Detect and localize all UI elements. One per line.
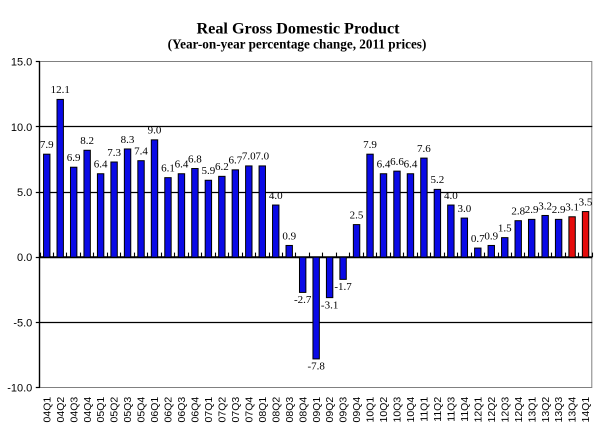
svg-text:06Q3: 06Q3 (176, 397, 188, 423)
svg-text:-1.7: -1.7 (334, 281, 352, 293)
svg-text:-3.1: -3.1 (321, 299, 338, 311)
svg-text:14Q1: 14Q1 (580, 397, 592, 423)
svg-text:0.9: 0.9 (282, 230, 296, 242)
svg-text:10Q3: 10Q3 (392, 397, 404, 423)
svg-text:3.0: 3.0 (457, 203, 471, 215)
svg-text:-5.0: -5.0 (13, 317, 32, 329)
svg-text:04Q4: 04Q4 (82, 397, 94, 423)
svg-text:4.0: 4.0 (269, 190, 283, 202)
svg-text:3.2: 3.2 (538, 200, 552, 212)
svg-text:6.2: 6.2 (215, 161, 229, 173)
svg-text:06Q2: 06Q2 (163, 397, 175, 423)
svg-text:12Q1: 12Q1 (472, 397, 484, 423)
svg-text:05Q2: 05Q2 (109, 397, 121, 423)
svg-text:08Q4: 08Q4 (297, 397, 309, 423)
svg-text:09Q2: 09Q2 (324, 397, 336, 423)
svg-text:05Q1: 05Q1 (95, 397, 107, 423)
svg-text:7.4: 7.4 (134, 146, 148, 158)
svg-text:11Q3: 11Q3 (445, 397, 457, 422)
svg-text:04Q3: 04Q3 (68, 397, 80, 423)
svg-text:6.4: 6.4 (94, 159, 108, 171)
svg-text:09Q1: 09Q1 (311, 397, 323, 423)
svg-text:2.9: 2.9 (552, 204, 566, 216)
svg-text:7.0: 7.0 (255, 151, 269, 163)
svg-text:-2.7: -2.7 (294, 294, 312, 306)
svg-text:12Q2: 12Q2 (486, 397, 498, 423)
svg-text:12Q4: 12Q4 (513, 397, 525, 423)
svg-text:11Q2: 11Q2 (432, 397, 444, 422)
svg-text:08Q1: 08Q1 (257, 397, 269, 423)
svg-text:7.3: 7.3 (107, 147, 121, 159)
svg-text:2.5: 2.5 (350, 209, 364, 221)
svg-text:(Year-on-year percentage chang: (Year-on-year percentage change, 2011 pr… (168, 37, 427, 52)
svg-text:05Q4: 05Q4 (136, 397, 148, 423)
svg-text:5.2: 5.2 (431, 174, 445, 186)
svg-text:6.4: 6.4 (377, 159, 391, 171)
svg-text:08Q2: 08Q2 (270, 397, 282, 423)
svg-text:5.0: 5.0 (17, 187, 32, 199)
svg-text:6.1: 6.1 (161, 162, 175, 174)
svg-text:10Q4: 10Q4 (405, 397, 417, 423)
svg-text:13Q4: 13Q4 (567, 397, 579, 423)
svg-text:07Q2: 07Q2 (216, 397, 228, 423)
svg-text:8.2: 8.2 (80, 135, 94, 147)
svg-text:7.6: 7.6 (417, 143, 431, 155)
svg-text:09Q4: 09Q4 (351, 397, 363, 423)
svg-text:0.7: 0.7 (471, 233, 485, 245)
svg-text:3.5: 3.5 (579, 196, 593, 208)
svg-text:3.1: 3.1 (565, 202, 579, 214)
svg-text:13Q1: 13Q1 (526, 397, 538, 423)
svg-text:07Q3: 07Q3 (230, 397, 242, 423)
svg-text:6.9: 6.9 (67, 152, 81, 164)
svg-text:07Q1: 07Q1 (203, 397, 215, 423)
svg-text:2.8: 2.8 (511, 205, 525, 217)
svg-text:7.0: 7.0 (242, 151, 256, 163)
svg-text:0.9: 0.9 (484, 230, 498, 242)
svg-text:12Q3: 12Q3 (499, 397, 511, 423)
svg-text:10Q2: 10Q2 (378, 397, 390, 423)
svg-text:7.9: 7.9 (363, 139, 377, 151)
svg-text:08Q3: 08Q3 (284, 397, 296, 423)
svg-text:12.1: 12.1 (51, 84, 70, 96)
svg-text:05Q3: 05Q3 (122, 397, 134, 423)
svg-text:6.4: 6.4 (175, 159, 189, 171)
svg-text:04Q1: 04Q1 (41, 397, 53, 423)
svg-text:5.9: 5.9 (202, 165, 216, 177)
svg-text:9.0: 9.0 (148, 125, 162, 137)
svg-text:04Q2: 04Q2 (55, 397, 67, 423)
svg-text:10.0: 10.0 (11, 122, 32, 134)
svg-text:10Q1: 10Q1 (365, 397, 377, 423)
svg-text:6.6: 6.6 (390, 156, 404, 168)
svg-text:Real Gross Domestic Product: Real Gross Domestic Product (196, 20, 400, 38)
svg-text:15.0: 15.0 (11, 57, 32, 69)
svg-text:09Q3: 09Q3 (338, 397, 350, 423)
svg-text:11Q4: 11Q4 (459, 397, 471, 422)
svg-text:06Q4: 06Q4 (190, 397, 202, 423)
svg-text:2.9: 2.9 (525, 204, 539, 216)
svg-text:8.3: 8.3 (121, 134, 135, 146)
svg-text:-7.8: -7.8 (307, 361, 325, 373)
svg-text:13Q2: 13Q2 (540, 397, 552, 423)
svg-text:6.4: 6.4 (404, 159, 418, 171)
svg-text:7.9: 7.9 (40, 139, 54, 151)
svg-text:-10.0: -10.0 (7, 383, 32, 395)
svg-text:13Q3: 13Q3 (553, 397, 565, 423)
svg-text:11Q1: 11Q1 (419, 397, 431, 422)
svg-text:6.8: 6.8 (188, 153, 202, 165)
svg-text:06Q1: 06Q1 (149, 397, 161, 423)
svg-text:4.0: 4.0 (444, 190, 458, 202)
svg-text:0.0: 0.0 (17, 252, 32, 264)
svg-text:07Q4: 07Q4 (243, 397, 255, 423)
svg-text:1.5: 1.5 (498, 222, 512, 234)
svg-text:6.7: 6.7 (228, 155, 242, 167)
